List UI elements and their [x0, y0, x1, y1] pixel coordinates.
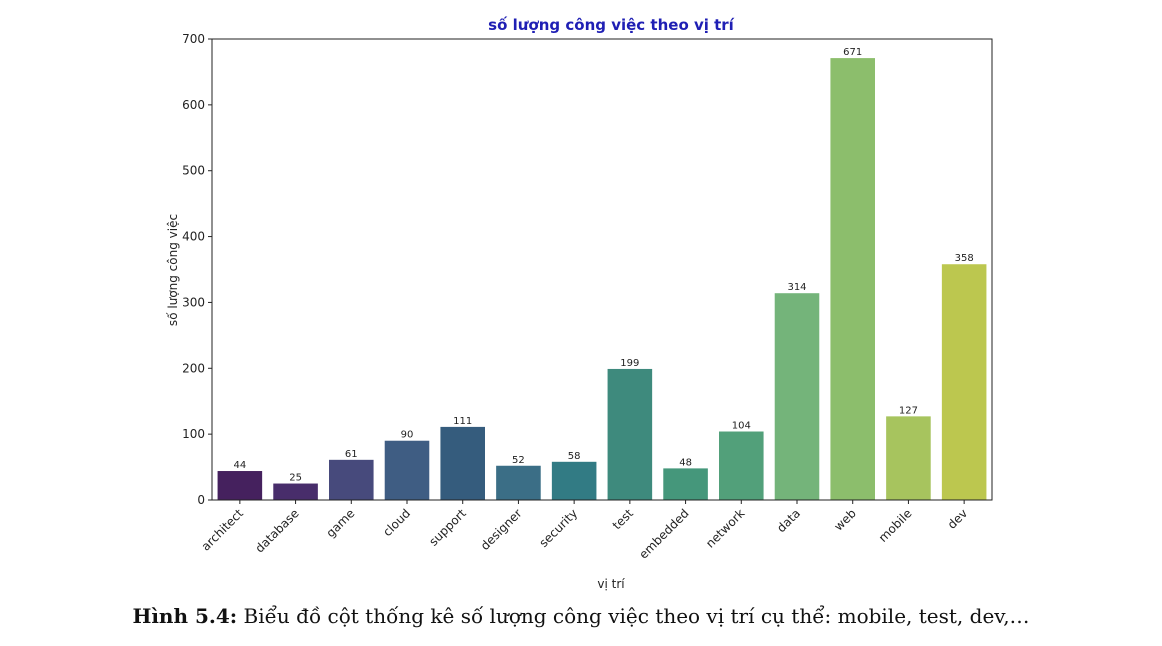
- data-label-database: 25: [289, 473, 302, 484]
- plot-frame: [211, 38, 993, 501]
- x-tick-label-architect: architect: [199, 506, 247, 554]
- x-tick-label-cloud: cloud: [380, 506, 413, 539]
- bar-network: [719, 431, 764, 500]
- x-tick-label-mobile: mobile: [876, 506, 915, 545]
- y-tick-label-0: 0: [197, 493, 205, 507]
- data-label-designer: 52: [512, 455, 525, 466]
- y-tick-label-300: 300: [182, 295, 205, 309]
- data-label-test: 199: [620, 358, 639, 369]
- data-label-game: 61: [345, 449, 358, 460]
- x-axis: architect database game cloud support designe…: [199, 500, 971, 562]
- data-label-cloud: 90: [401, 430, 414, 441]
- bar-support: [440, 426, 485, 500]
- x-axis-label: vị trí: [597, 577, 625, 591]
- x-tick-label-data: data: [774, 506, 803, 535]
- x-tick-label-web: web: [831, 506, 858, 533]
- bar-architect: [217, 471, 263, 500]
- data-label-data: 314: [787, 282, 806, 293]
- y-tick-label-600: 600: [182, 98, 205, 112]
- bar-mobile: [886, 416, 931, 500]
- data-label-architect: 44: [233, 460, 246, 471]
- x-tick-label-security: security: [536, 506, 580, 550]
- data-label-support: 111: [453, 416, 472, 427]
- x-tick-label-support: support: [426, 506, 469, 549]
- data-label-web: 671: [843, 47, 862, 58]
- y-tick-label-700: 700: [182, 32, 205, 46]
- bar-dev: [941, 264, 987, 500]
- bars-group: [217, 58, 987, 500]
- bar-database: [273, 483, 318, 500]
- x-tick-label-network: network: [703, 506, 747, 550]
- data-label-security: 58: [568, 451, 581, 462]
- x-tick-label-database: database: [252, 506, 301, 555]
- x-tick-label-test: test: [610, 506, 636, 532]
- bar-test: [607, 368, 653, 500]
- y-tick-label-400: 400: [182, 230, 205, 244]
- caption-label: Hình 5.4:: [132, 604, 238, 628]
- x-tick-label-designer: designer: [478, 506, 525, 553]
- data-label-mobile: 127: [899, 405, 918, 416]
- data-labels-group: 44 25 61 90 111 52 58 199 48 104 314 671 127 358: [233, 47, 973, 483]
- bar-web: [830, 58, 875, 500]
- y-tick-label-200: 200: [182, 361, 205, 375]
- bar-cloud: [384, 440, 430, 500]
- bar-chart: số lượng công việc theo vị trí 44 25 61 90 1…: [166, 15, 993, 591]
- y-axis-label: số lượng công việc: [166, 214, 180, 326]
- y-axis: 0 100 200 300 400 500 600 700: [182, 32, 212, 507]
- x-tick-label-embedded: embedded: [636, 506, 691, 561]
- bar-data: [774, 293, 820, 500]
- figure-caption: Hình 5.4: Biểu đồ cột thống kê số lượng …: [0, 604, 1162, 628]
- caption-text: Biểu đồ cột thống kê số lượng công việc …: [243, 604, 1030, 628]
- data-label-network: 104: [732, 421, 751, 432]
- chart-title: số lượng công việc theo vị trí: [488, 15, 735, 34]
- data-label-dev: 358: [955, 253, 974, 264]
- bar-security: [551, 461, 597, 500]
- bar-embedded: [663, 468, 708, 500]
- bar-designer: [496, 465, 541, 500]
- data-label-embedded: 48: [679, 457, 692, 468]
- y-tick-label-100: 100: [182, 427, 205, 441]
- y-tick-label-500: 500: [182, 164, 205, 178]
- x-tick-label-game: game: [323, 506, 357, 540]
- x-tick-label-dev: dev: [945, 506, 971, 532]
- bar-game: [329, 459, 374, 500]
